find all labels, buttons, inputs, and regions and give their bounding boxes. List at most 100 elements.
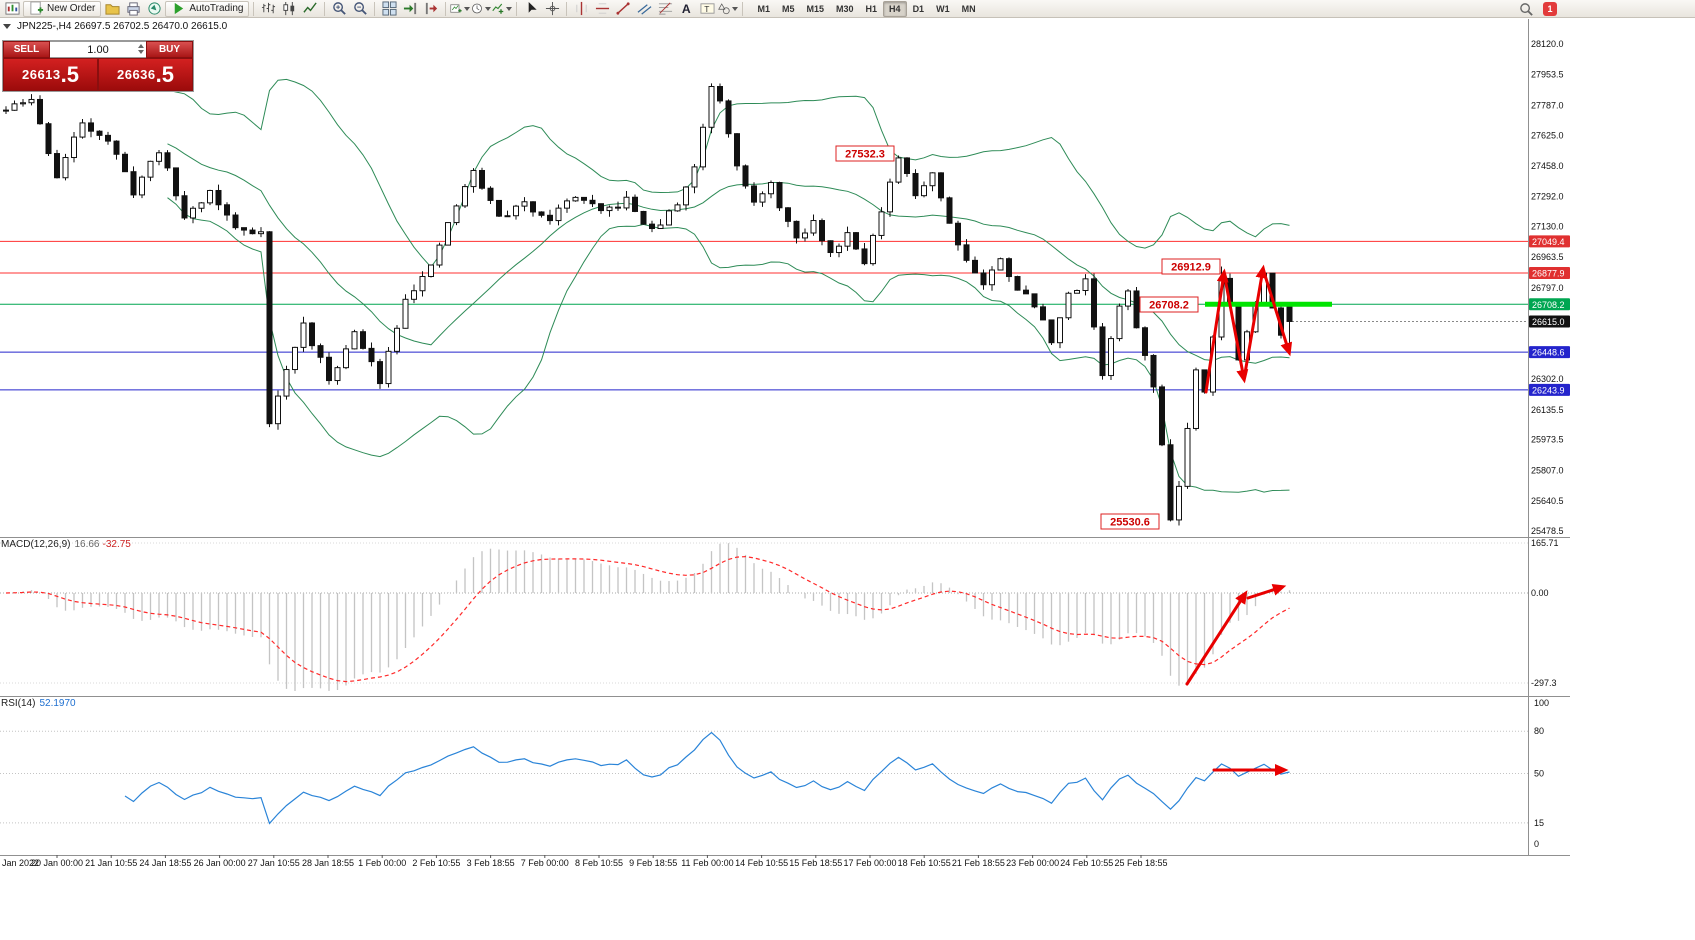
- timeframe-toolbar: M1 M5 M15 M30 H1 H4 D1 W1 MN: [751, 0, 981, 17]
- svg-text:27458.0: 27458.0: [1531, 161, 1564, 171]
- svg-text:27049.4: 27049.4: [1532, 237, 1565, 247]
- svg-text:25807.0: 25807.0: [1531, 465, 1564, 475]
- price-annotation-box[interactable]: [835, 145, 895, 162]
- bollinger-bands: [167, 78, 1290, 493]
- text-label-icon[interactable]: T: [697, 1, 717, 17]
- timeframe-mn[interactable]: MN: [961, 3, 976, 14]
- timeframe-h1[interactable]: H1: [865, 3, 878, 14]
- price-badge: [1529, 235, 1570, 248]
- svg-text:27532.3: 27532.3: [845, 149, 885, 161]
- rsi-line: [124, 731, 1290, 825]
- candlestick-chart-icon[interactable]: [279, 1, 299, 17]
- buy-price[interactable]: 26636.5: [98, 58, 193, 91]
- svg-text:26615.0: 26615.0: [1532, 317, 1565, 327]
- period-selector-icon[interactable]: [471, 1, 492, 17]
- svg-text:28120.0: 28120.0: [1531, 39, 1564, 49]
- search-icon[interactable]: [1516, 1, 1536, 17]
- timeframe-w1[interactable]: W1: [936, 3, 950, 14]
- svg-text:50: 50: [1534, 769, 1544, 779]
- price-annotation-box[interactable]: [1100, 513, 1160, 530]
- timeframe-h4[interactable]: H4: [883, 0, 907, 17]
- svg-text:23 Feb 00:00: 23 Feb 00:00: [1006, 858, 1059, 868]
- vertical-line-icon[interactable]: [571, 1, 591, 17]
- new-order-button[interactable]: New Order: [23, 0, 102, 17]
- price-annotation-box[interactable]: [1139, 296, 1199, 313]
- timeframe-m5[interactable]: M5: [781, 3, 795, 14]
- main-chart-panel: 27532.3 26912.9 26708.2 25530.6: [0, 78, 1528, 530]
- svg-text:27 Jan 10:55: 27 Jan 10:55: [248, 858, 300, 868]
- svg-text:17 Feb 00:00: 17 Feb 00:00: [843, 858, 896, 868]
- svg-text:11 Feb 00:00: 11 Feb 00:00: [681, 858, 733, 868]
- svg-text:T: T: [704, 4, 709, 14]
- toolbar: New Order AutoTrading A T M1 M5 M15 M30 H1 H4 D1 W1…: [0, 0, 1695, 18]
- autotrading-button[interactable]: AutoTrading: [165, 0, 250, 17]
- sell-price[interactable]: 26613.5: [3, 58, 98, 91]
- svg-text:24 Feb 10:55: 24 Feb 10:55: [1060, 858, 1113, 868]
- text-icon[interactable]: A: [676, 1, 696, 17]
- price-badge: [1529, 315, 1570, 328]
- toolbar-separator: [516, 1, 518, 16]
- svg-text:26135.5: 26135.5: [1531, 405, 1564, 415]
- notification-badge[interactable]: 1: [1543, 2, 1557, 16]
- new-chart-icon[interactable]: [450, 1, 471, 17]
- price-badge: [1529, 266, 1570, 279]
- price-axis[interactable]: 28120.0 27953.5 27787.0 27625.0 27458.0 27292…: [1529, 39, 1570, 536]
- timeframe-m30[interactable]: M30: [836, 3, 854, 14]
- arrows-shapes-icon[interactable]: [718, 1, 739, 17]
- print-icon[interactable]: [123, 1, 143, 17]
- toolbar-separator: [742, 1, 744, 16]
- auto-scroll-icon[interactable]: [400, 1, 420, 17]
- macd-value-signal: -32.75: [102, 539, 131, 550]
- profiles-icon[interactable]: [102, 1, 122, 17]
- chart-shift-icon[interactable]: [421, 1, 441, 17]
- one-click-collapse-icon[interactable]: [3, 24, 11, 29]
- trend-arrows-layer[interactable]: [1204, 264, 1293, 394]
- volume-input[interactable]: 1.00: [50, 41, 146, 58]
- macd-name: MACD(12,26,9): [1, 539, 71, 550]
- fibonacci-icon[interactable]: [655, 1, 675, 17]
- svg-text:26302.0: 26302.0: [1531, 374, 1564, 384]
- svg-text:14 Feb 10:55: 14 Feb 10:55: [735, 858, 788, 868]
- channel-icon[interactable]: [634, 1, 654, 17]
- macd-value-main: 16.66: [74, 539, 100, 550]
- svg-text:100: 100: [1534, 698, 1549, 708]
- tile-windows-icon[interactable]: [379, 1, 399, 17]
- buy-price-main: 26636: [116, 67, 156, 82]
- horizontal-line-icon[interactable]: [592, 1, 612, 17]
- svg-text:26448.6: 26448.6: [1532, 348, 1565, 358]
- indicators-icon[interactable]: [492, 1, 513, 17]
- volume-spinner[interactable]: [138, 44, 144, 54]
- svg-text:27787.0: 27787.0: [1531, 100, 1564, 110]
- bar-chart-icon[interactable]: [258, 1, 278, 17]
- buy-button[interactable]: BUY: [146, 41, 193, 58]
- zoom-in-icon[interactable]: [329, 1, 349, 17]
- annotations-layer: 27532.3 26912.9 26708.2 25530.6: [835, 145, 1221, 530]
- svg-text:8 Feb 10:55: 8 Feb 10:55: [575, 858, 623, 868]
- one-click-trading-panel: SELL 1.00 BUY 26613.5 26636.5: [2, 40, 194, 92]
- crosshair-icon[interactable]: [542, 1, 562, 17]
- line-chart-icon[interactable]: [300, 1, 320, 17]
- timeframe-m15[interactable]: M15: [806, 3, 825, 14]
- price-badge: [1529, 346, 1570, 359]
- price-annotation-box[interactable]: [1161, 258, 1221, 275]
- navigator-icon[interactable]: [144, 1, 164, 17]
- chart-window-icon[interactable]: [2, 1, 22, 17]
- svg-text:1 Feb 00:00: 1 Feb 00:00: [358, 858, 406, 868]
- cursor-icon[interactable]: [521, 1, 541, 17]
- trendline-icon[interactable]: [613, 1, 633, 17]
- macd-axis: 165.71 0.00 -297.3: [1531, 538, 1559, 688]
- timeframe-d1[interactable]: D1: [912, 3, 925, 14]
- sell-price-pips: .5: [60, 61, 79, 87]
- toolbar-separator: [374, 1, 376, 16]
- macd-indicator-label: MACD(12,26,9) 16.66 -32.75: [1, 539, 131, 550]
- svg-text:15: 15: [1534, 818, 1544, 828]
- timeframe-m1[interactable]: M1: [757, 3, 770, 14]
- svg-text:26877.9: 26877.9: [1532, 268, 1565, 278]
- toolbar-separator: [445, 1, 447, 16]
- svg-text:165.71: 165.71: [1531, 538, 1559, 548]
- sell-button[interactable]: SELL: [3, 41, 50, 58]
- zoom-out-icon[interactable]: [350, 1, 370, 17]
- svg-text:26963.5: 26963.5: [1531, 252, 1564, 262]
